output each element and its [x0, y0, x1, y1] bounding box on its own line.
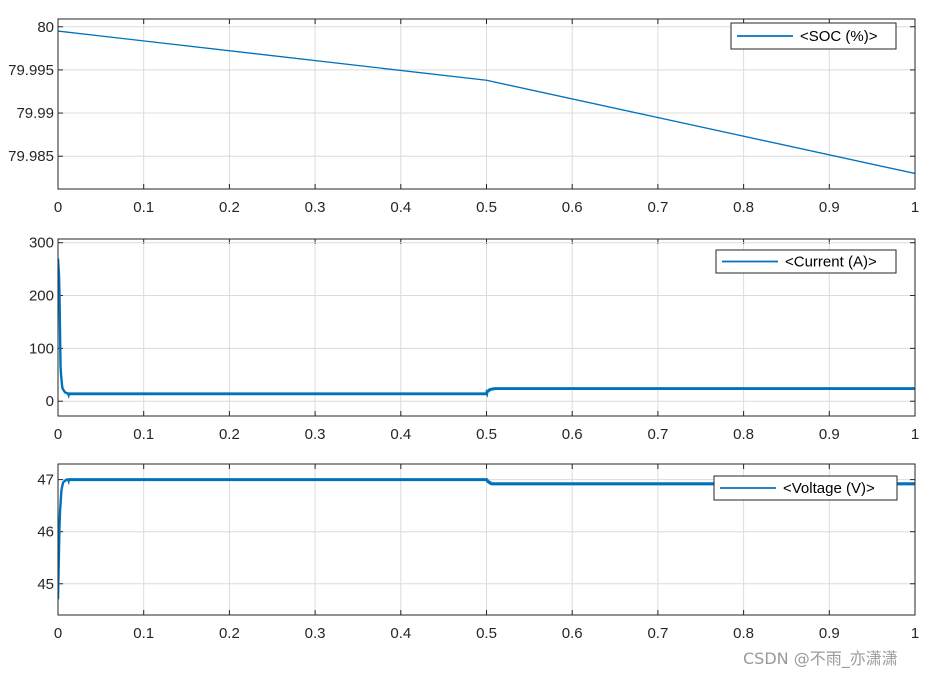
y-tick-label: 79.99	[16, 105, 54, 122]
x-tick-label: 0.1	[133, 426, 154, 443]
x-tick-label: 0.2	[219, 426, 240, 443]
x-tick-label: 0.2	[219, 625, 240, 642]
x-tick-label: 0.3	[305, 426, 326, 443]
x-tick-label: 0.6	[562, 199, 583, 216]
x-tick-label: 0.5	[476, 625, 497, 642]
y-tick-label: 300	[29, 235, 54, 252]
x-tick-label: 0.5	[476, 199, 497, 216]
x-tick-label: 0.9	[819, 625, 840, 642]
x-tick-label: 0.7	[647, 426, 668, 443]
x-tick-label: 0.4	[390, 199, 411, 216]
subplot-1: 0 0.1 0.2 0.3 0.4 0.5 0.6 0.7 0.8 0.9 1 79.985 79.99…	[8, 18, 919, 216]
x-tick-label: 0.7	[647, 199, 668, 216]
axes-frame	[57, 238, 916, 417]
x-tick-label: 0.2	[219, 199, 240, 216]
x-tick-label: 1	[911, 426, 919, 443]
axes-frame	[57, 463, 916, 616]
y-tick-label: 47	[37, 472, 54, 489]
x-tick-label: 0.9	[819, 426, 840, 443]
x-tick-label: 0.1	[133, 199, 154, 216]
x-tick-label: 1	[911, 199, 919, 216]
y-tick-label: 79.985	[8, 148, 54, 165]
x-tick-label: 0.8	[733, 199, 754, 216]
x-tick-label: 0.1	[133, 625, 154, 642]
y-tick-label: 46	[37, 524, 54, 541]
x-tick-label: 0.4	[390, 426, 411, 443]
x-tick-label: 0.9	[819, 199, 840, 216]
legend-entry: <Current (A)>	[785, 254, 877, 271]
watermark-text: CSDN @不雨_亦潇潇	[743, 649, 898, 668]
axes-frame	[57, 18, 916, 190]
x-tick-label: 0	[54, 199, 62, 216]
x-tick-label: 0	[54, 625, 62, 642]
series-line-1	[58, 30, 915, 175]
x-tick-label: 0.7	[647, 625, 668, 642]
legend: <Voltage (V)>	[713, 475, 898, 501]
x-tick-label: 0.8	[733, 426, 754, 443]
legend: <SOC (%)>	[730, 22, 897, 50]
series-line-1	[58, 258, 915, 400]
y-tick-label: 79.995	[8, 62, 54, 79]
legend-entry: <Voltage (V)>	[783, 480, 875, 497]
legend: <Current (A)>	[715, 249, 897, 274]
subplot-3: 0 0.1 0.2 0.3 0.4 0.5 0.6 0.7 0.8 0.9 1 45 46 47 <Volt…	[37, 463, 919, 642]
subplot-2: 0 0.1 0.2 0.3 0.4 0.5 0.6 0.7 0.8 0.9 1 0 100 200 300 <…	[29, 235, 919, 443]
x-tick-label: 0.4	[390, 625, 411, 642]
legend-box	[713, 475, 898, 501]
x-tick-label: 0	[54, 426, 62, 443]
x-tick-label: 0.3	[305, 199, 326, 216]
y-tick-label: 0	[46, 393, 54, 410]
y-tick-label: 80	[37, 19, 54, 36]
y-tick-label: 100	[29, 340, 54, 357]
x-tick-label: 0.6	[562, 625, 583, 642]
x-tick-label: 1	[911, 625, 919, 642]
legend-box	[715, 249, 897, 274]
legend-entry: <SOC (%)>	[800, 28, 878, 45]
x-tick-label: 0.6	[562, 426, 583, 443]
x-tick-label: 0.8	[733, 625, 754, 642]
y-tick-label: 45	[37, 576, 54, 593]
x-tick-label: 0.5	[476, 426, 497, 443]
x-tick-label: 0.3	[305, 625, 326, 642]
y-tick-label: 200	[29, 288, 54, 305]
